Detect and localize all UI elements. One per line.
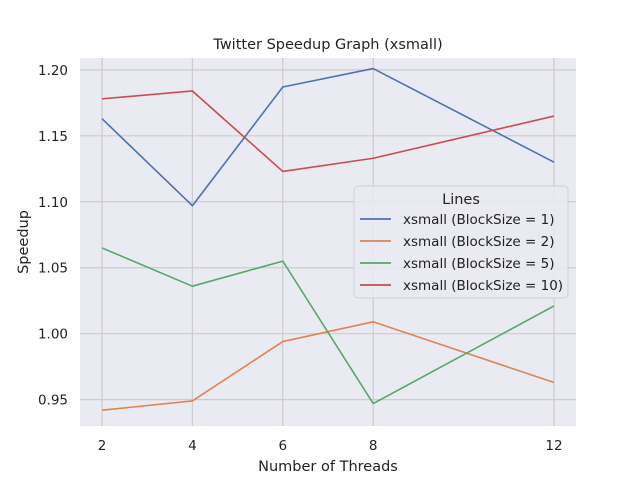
x-tick-label: 2 <box>98 438 107 454</box>
legend-label: xsmall (BlockSize = 2) <box>403 234 554 250</box>
x-tick-label: 8 <box>369 438 378 454</box>
y-tick-label: 1.20 <box>38 63 68 79</box>
legend-label: xsmall (BlockSize = 5) <box>403 256 554 272</box>
series-line-4 <box>101 90 555 173</box>
legend-label: xsmall (BlockSize = 10) <box>403 278 563 294</box>
legend-label: xsmall (BlockSize = 1) <box>403 212 554 228</box>
series-line-3 <box>101 247 555 405</box>
y-axis-label: Speedup <box>16 210 32 274</box>
y-tick-label: 1.05 <box>38 261 68 277</box>
legend-entries: xsmall (BlockSize = 1) xsmall (BlockSize … <box>360 212 563 294</box>
y-tick-label: 1.00 <box>38 327 68 343</box>
x-tick-label: 12 <box>545 438 562 454</box>
y-tick-label: 1.15 <box>38 129 68 145</box>
y-tick-label: 0.95 <box>38 393 68 409</box>
series-line-1 <box>101 67 555 207</box>
legend-title: Lines <box>442 192 480 208</box>
x-axis-label: Number of Threads <box>258 459 398 475</box>
legend: Lines xsmall (BlockSize = 1)xsmall (Bloc… <box>353 185 569 299</box>
axis-ticks: 2 4 6 8 12 0.95 1.00 1.05 1.10 1.15 1.20 <box>38 63 563 454</box>
legend-frame <box>353 185 569 299</box>
chart-title: Twitter Speedup Graph (xsmall) <box>212 37 442 53</box>
y-tick-label: 1.10 <box>38 195 68 211</box>
series-line-2 <box>101 320 555 411</box>
x-tick-label: 4 <box>188 438 197 454</box>
series-lines <box>101 67 555 411</box>
x-tick-label: 6 <box>279 438 288 454</box>
